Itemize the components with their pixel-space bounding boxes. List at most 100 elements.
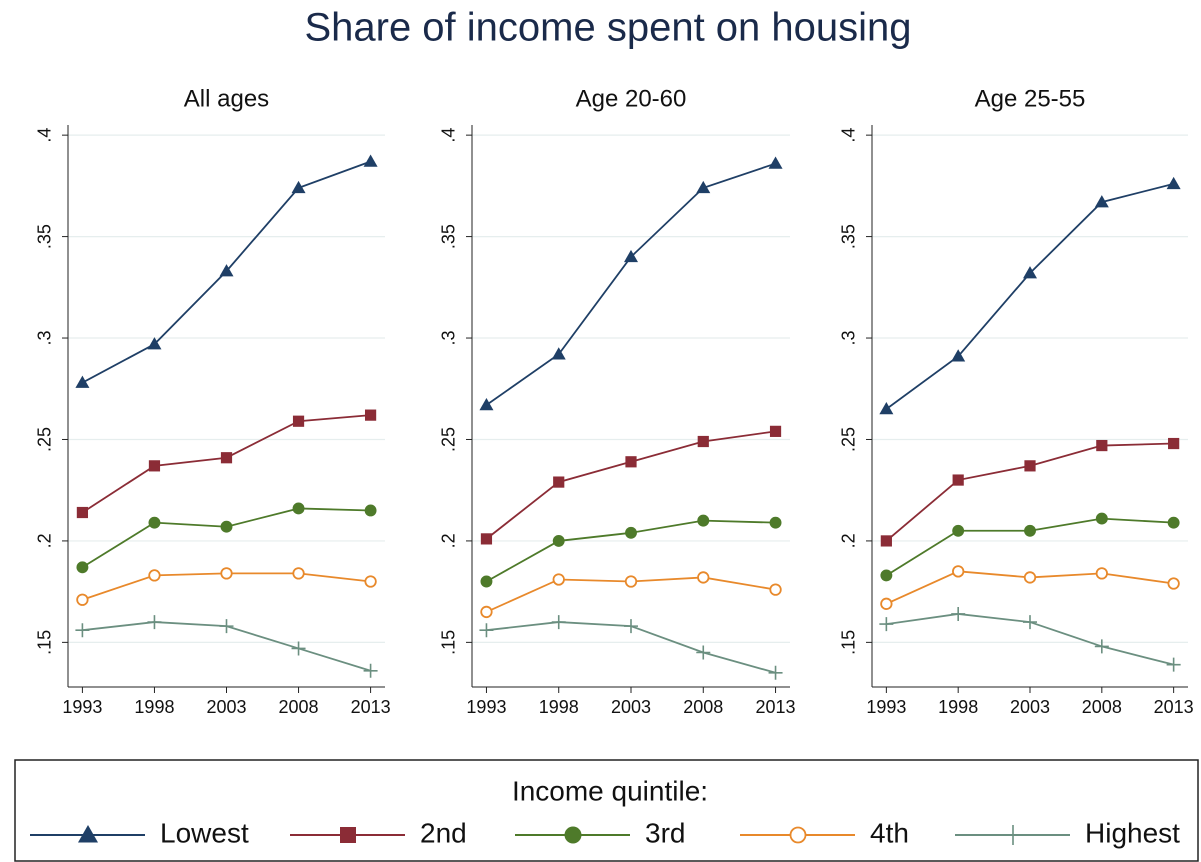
marker bbox=[769, 583, 782, 596]
marker bbox=[1166, 657, 1181, 672]
y-tick-label: .4 bbox=[35, 128, 55, 143]
marker bbox=[951, 349, 966, 362]
marker bbox=[1023, 266, 1037, 279]
marker bbox=[769, 425, 782, 437]
y-tick-label: .2 bbox=[439, 533, 459, 548]
marker bbox=[697, 514, 710, 527]
marker bbox=[879, 617, 894, 632]
marker bbox=[147, 337, 162, 350]
marker bbox=[552, 573, 565, 586]
marker bbox=[292, 415, 305, 427]
y-tick-label: .25 bbox=[439, 427, 459, 452]
marker bbox=[291, 180, 306, 194]
marker bbox=[951, 606, 966, 621]
marker bbox=[625, 456, 637, 468]
x-tick-label: 2013 bbox=[756, 697, 796, 717]
marker bbox=[479, 397, 494, 411]
marker bbox=[697, 435, 709, 448]
marker bbox=[624, 249, 638, 263]
marker bbox=[292, 502, 305, 515]
x-tick-label: 2013 bbox=[351, 697, 391, 717]
panel-title: Age 20-60 bbox=[576, 85, 687, 112]
legend-label: 2nd bbox=[420, 817, 467, 848]
legend-box bbox=[14, 759, 1199, 862]
y-tick-label: .35 bbox=[439, 224, 459, 249]
marker bbox=[363, 154, 378, 167]
y-tick-label: .35 bbox=[35, 224, 55, 249]
marker bbox=[148, 569, 161, 582]
marker bbox=[696, 645, 711, 660]
marker bbox=[364, 409, 377, 421]
y-tick-label: .3 bbox=[839, 331, 859, 346]
marker bbox=[76, 561, 89, 574]
marker bbox=[1024, 460, 1036, 472]
marker bbox=[1024, 524, 1036, 537]
marker bbox=[625, 526, 637, 539]
x-tick-label: 1998 bbox=[539, 697, 579, 717]
y-tick-label: .2 bbox=[839, 533, 859, 548]
marker bbox=[697, 571, 710, 584]
marker bbox=[148, 460, 161, 472]
y-tick-label: .4 bbox=[839, 128, 859, 143]
marker bbox=[553, 476, 565, 488]
marker bbox=[880, 597, 893, 610]
marker bbox=[148, 516, 161, 529]
y-tick-label: .3 bbox=[439, 331, 459, 346]
marker bbox=[220, 452, 233, 464]
marker bbox=[1095, 512, 1108, 525]
marker bbox=[1167, 516, 1180, 529]
marker bbox=[768, 156, 783, 169]
marker bbox=[1023, 571, 1037, 584]
marker bbox=[1096, 439, 1108, 452]
marker bbox=[1095, 567, 1108, 580]
marker bbox=[696, 180, 711, 194]
marker bbox=[147, 615, 162, 630]
marker bbox=[768, 665, 783, 680]
marker bbox=[879, 402, 894, 415]
marker bbox=[480, 575, 493, 588]
marker bbox=[880, 535, 892, 547]
x-tick-label: 2008 bbox=[683, 697, 723, 717]
panel-title: Age 25-55 bbox=[975, 85, 1086, 112]
marker bbox=[952, 524, 965, 537]
marker bbox=[364, 504, 377, 517]
x-tick-label: 1998 bbox=[134, 697, 174, 717]
y-tick-label: .15 bbox=[35, 630, 55, 655]
legend-label: Highest bbox=[1085, 817, 1180, 848]
marker bbox=[220, 567, 233, 580]
marker bbox=[479, 623, 494, 638]
marker bbox=[1094, 195, 1109, 208]
marker bbox=[624, 575, 638, 588]
marker bbox=[76, 506, 89, 519]
y-tick-label: .15 bbox=[439, 630, 459, 655]
marker bbox=[364, 575, 377, 588]
marker bbox=[880, 569, 893, 582]
y-tick-label: .3 bbox=[35, 331, 55, 346]
x-tick-label: 2003 bbox=[206, 697, 246, 717]
marker bbox=[624, 619, 638, 634]
marker bbox=[551, 615, 566, 630]
marker bbox=[564, 826, 582, 844]
y-tick-label: .2 bbox=[35, 533, 55, 548]
marker bbox=[1168, 437, 1180, 450]
marker bbox=[340, 827, 356, 843]
marker bbox=[1094, 639, 1109, 654]
legend-label: 3rd bbox=[645, 817, 685, 848]
y-tick-label: .35 bbox=[839, 224, 859, 249]
legend-label: Lowest bbox=[160, 817, 249, 848]
marker bbox=[551, 347, 566, 360]
x-tick-label: 2003 bbox=[1010, 697, 1050, 717]
y-tick-label: .25 bbox=[839, 427, 859, 452]
marker bbox=[480, 605, 493, 619]
marker bbox=[75, 623, 90, 638]
x-tick-label: 2008 bbox=[279, 697, 319, 717]
y-tick-label: .25 bbox=[35, 427, 55, 452]
marker bbox=[291, 641, 306, 656]
chart-title: Share of income spent on housing bbox=[304, 6, 911, 50]
x-tick-label: 2008 bbox=[1082, 697, 1122, 717]
x-tick-label: 2003 bbox=[611, 697, 651, 717]
marker bbox=[78, 825, 98, 843]
marker bbox=[952, 565, 965, 578]
panel-title: All ages bbox=[184, 85, 269, 112]
